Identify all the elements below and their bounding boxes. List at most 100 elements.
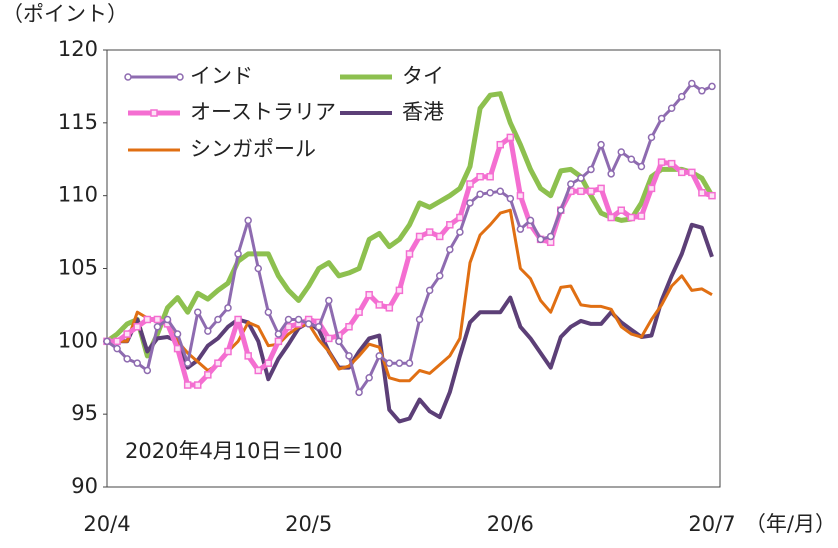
marker	[395, 286, 404, 295]
marker	[486, 189, 494, 197]
marker	[607, 213, 615, 222]
marker	[163, 315, 172, 324]
marker	[698, 87, 706, 95]
marker	[688, 168, 696, 177]
marker	[506, 194, 515, 203]
x-tick-label: 20/7	[688, 512, 735, 536]
marker	[506, 133, 515, 142]
marker	[294, 315, 303, 324]
marker	[194, 381, 202, 389]
marker	[375, 352, 383, 360]
marker	[385, 359, 394, 367]
marker	[637, 212, 646, 220]
marker	[335, 337, 343, 346]
marker	[365, 374, 373, 382]
marker	[516, 191, 525, 200]
marker	[597, 140, 605, 149]
legend-marker	[150, 109, 158, 117]
marker	[133, 323, 141, 331]
marker	[436, 232, 444, 241]
marker	[345, 352, 353, 360]
y-tick-label: 105	[58, 256, 98, 280]
marker	[415, 315, 424, 324]
marker	[456, 228, 464, 236]
marker	[183, 381, 192, 389]
marker	[143, 315, 152, 324]
marker	[466, 180, 474, 188]
marker	[425, 228, 434, 236]
marker	[587, 165, 595, 174]
x-tick-label: 20/6	[487, 512, 534, 536]
marker	[274, 337, 283, 346]
x-tick-label: 20/5	[285, 512, 332, 536]
y-tick-label: 90	[71, 474, 98, 498]
marker	[214, 359, 222, 367]
y-tick-label: 115	[58, 110, 98, 134]
marker	[415, 232, 424, 241]
marker	[224, 304, 232, 312]
marker	[405, 250, 414, 258]
marker	[315, 323, 323, 331]
marker	[214, 315, 222, 324]
marker	[254, 264, 262, 273]
marker	[194, 308, 202, 316]
marker	[284, 323, 293, 331]
legend-label: インド	[190, 64, 253, 88]
marker	[627, 155, 636, 163]
marker	[204, 327, 212, 335]
marker	[446, 245, 454, 254]
marker	[113, 337, 121, 346]
marker	[526, 216, 535, 225]
marker	[587, 187, 595, 196]
marker	[123, 330, 131, 338]
marker	[234, 250, 242, 258]
marker	[647, 184, 656, 193]
marker	[254, 366, 262, 375]
marker	[244, 352, 252, 360]
marker	[486, 172, 494, 181]
y-tick-label: 95	[71, 401, 98, 425]
marker	[355, 308, 363, 316]
marker	[617, 206, 625, 214]
marker	[647, 133, 656, 142]
marker	[657, 114, 666, 123]
marker	[395, 359, 404, 367]
marker	[476, 172, 484, 181]
marker	[425, 286, 434, 295]
marker	[678, 168, 686, 177]
marker	[708, 82, 716, 91]
marker	[143, 366, 152, 375]
marker	[607, 170, 615, 178]
marker	[476, 190, 484, 198]
legend-marker	[176, 73, 184, 81]
series-line	[107, 208, 713, 383]
marker	[234, 315, 242, 324]
marker	[597, 184, 605, 193]
marker	[557, 206, 565, 214]
marker	[577, 174, 585, 182]
annotation: 2020年4月10日＝100	[125, 439, 343, 463]
marker	[153, 315, 162, 324]
marker	[103, 337, 111, 346]
marker	[113, 344, 121, 353]
marker	[456, 213, 464, 222]
marker	[133, 359, 141, 367]
marker	[657, 158, 666, 166]
y-tick-label: 110	[58, 183, 98, 207]
marker	[617, 148, 625, 156]
marker	[688, 79, 696, 88]
y-unit-label: （ポイント）	[2, 2, 128, 26]
y-tick-label: 100	[58, 328, 98, 352]
marker	[546, 232, 555, 241]
marker	[516, 225, 525, 233]
marker	[577, 187, 585, 196]
marker	[365, 290, 373, 299]
marker	[173, 344, 182, 353]
marker	[708, 191, 716, 200]
marker	[536, 235, 545, 244]
legend-label: オーストラリア	[190, 100, 336, 124]
series-line	[107, 134, 713, 388]
marker	[304, 320, 313, 328]
marker	[627, 213, 636, 222]
